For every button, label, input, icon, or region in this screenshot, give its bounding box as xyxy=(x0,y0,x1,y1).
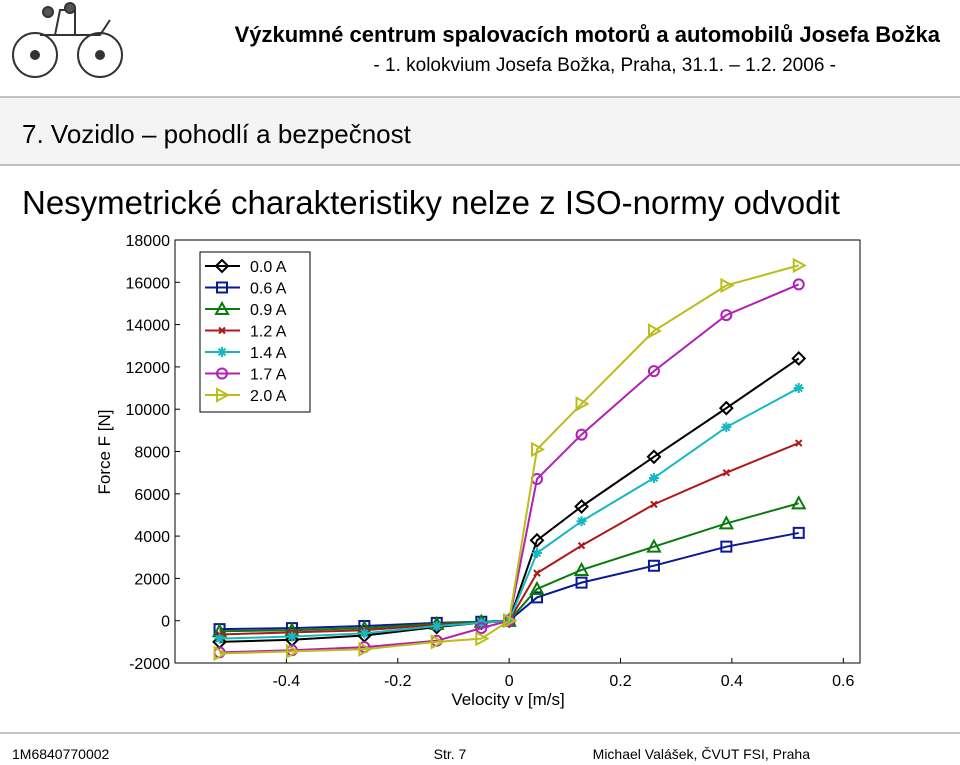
x-tick-label: 0.2 xyxy=(609,673,631,690)
series-line xyxy=(219,387,800,640)
legend-label: 1.4 A xyxy=(250,345,287,362)
marker xyxy=(430,634,445,650)
marker xyxy=(530,591,543,604)
legend-label: 0.0 A xyxy=(250,259,287,276)
marker xyxy=(573,561,590,576)
marker xyxy=(575,576,588,589)
series-line xyxy=(219,264,800,655)
header-title: Výzkumné centrum spalovacích motorů a au… xyxy=(235,22,941,47)
x-tick-label: -0.2 xyxy=(384,673,412,690)
y-tick-label: 16000 xyxy=(126,275,171,292)
series xyxy=(215,439,803,639)
slide-heading: Nesymetrické charakteristiky nelze z ISO… xyxy=(22,184,840,221)
legend-label: 1.2 A xyxy=(250,324,287,341)
marker xyxy=(720,277,735,294)
marker xyxy=(576,516,587,527)
marker xyxy=(791,495,807,510)
marker xyxy=(359,628,370,639)
marker xyxy=(575,396,590,412)
series-line xyxy=(219,502,800,633)
marker xyxy=(577,541,586,550)
legend-label: 1.7 A xyxy=(250,367,287,384)
legend-marker xyxy=(216,281,228,294)
marker xyxy=(475,622,488,635)
legend-box xyxy=(199,251,311,413)
legend-marker xyxy=(214,300,230,315)
marker xyxy=(793,383,804,394)
marker xyxy=(791,351,807,366)
section-band xyxy=(0,97,960,165)
marker xyxy=(720,309,733,322)
y-tick-label: 6000 xyxy=(134,487,170,504)
marker xyxy=(431,620,442,631)
x-tick-label: 0 xyxy=(505,673,514,690)
x-tick-label: 0.6 xyxy=(832,673,854,690)
marker xyxy=(647,559,660,572)
legend-label: 2.0 A xyxy=(250,388,287,405)
footer-center: Str. 7 xyxy=(434,746,467,762)
y-tick-label: 14000 xyxy=(126,318,171,335)
marker xyxy=(722,468,731,477)
marker xyxy=(214,633,225,644)
marker xyxy=(647,323,663,339)
marker xyxy=(795,439,803,447)
marker xyxy=(213,645,228,662)
marker xyxy=(530,473,543,485)
y-tick-label: 12000 xyxy=(126,360,171,377)
y-tick-label: 4000 xyxy=(134,529,170,546)
marker xyxy=(718,515,735,530)
header-subtitle: - 1. kolokvium Josefa Božka, Praha, 31.1… xyxy=(373,55,836,76)
marker xyxy=(720,540,733,553)
y-tick-label: 10000 xyxy=(126,402,171,419)
logo xyxy=(12,2,123,78)
marker xyxy=(286,631,297,642)
legend-marker xyxy=(217,347,227,357)
marker xyxy=(575,428,588,441)
marker xyxy=(529,580,545,595)
legend-marker xyxy=(216,367,229,380)
y-axis-label: Force F [N] xyxy=(95,409,114,494)
marker xyxy=(792,257,807,274)
series-line xyxy=(219,442,800,636)
marker xyxy=(650,500,658,509)
series xyxy=(214,383,804,644)
marker xyxy=(530,441,546,458)
y-tick-label: -2000 xyxy=(129,656,170,673)
y-tick-label: 8000 xyxy=(134,445,170,462)
marker xyxy=(574,499,589,514)
marker xyxy=(718,400,734,416)
legend-marker xyxy=(214,258,230,274)
legend-marker xyxy=(218,326,226,335)
footer-left: 1M6840770002 xyxy=(12,746,110,762)
marker xyxy=(792,278,805,291)
y-tick-label: 0 xyxy=(161,614,170,631)
marker xyxy=(358,641,371,654)
marker xyxy=(529,532,545,548)
marker xyxy=(648,472,659,483)
marker xyxy=(647,365,660,378)
section-title: 7. Vozidlo – pohodlí a bezpečnost xyxy=(22,119,412,149)
y-tick-label: 2000 xyxy=(134,571,170,588)
marker xyxy=(358,641,373,657)
x-tick-label: 0.4 xyxy=(721,673,743,690)
marker xyxy=(533,569,541,577)
marker xyxy=(503,613,518,629)
marker xyxy=(285,643,301,660)
marker xyxy=(792,526,805,539)
legend-label: 0.6 A xyxy=(250,281,287,298)
marker xyxy=(646,538,662,553)
legend-marker xyxy=(216,387,231,403)
marker xyxy=(531,548,542,559)
marker xyxy=(646,449,662,465)
x-tick-label: -0.4 xyxy=(273,673,301,690)
legend-label: 0.9 A xyxy=(250,302,287,319)
y-tick-label: 18000 xyxy=(126,233,171,250)
x-axis-label: Velocity v [m/s] xyxy=(451,690,564,709)
footer-right: Michael Valášek, ČVUT FSI, Praha xyxy=(593,746,811,762)
marker xyxy=(475,630,490,647)
series xyxy=(213,257,807,662)
marker xyxy=(721,422,732,433)
